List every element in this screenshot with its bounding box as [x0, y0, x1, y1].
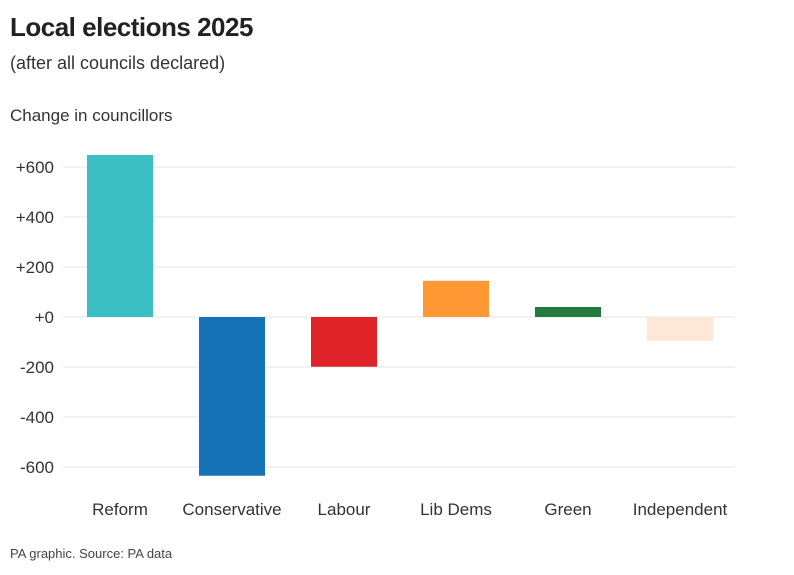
x-tick-label: Conservative: [182, 500, 281, 519]
y-tick-label: +400: [16, 208, 54, 227]
bar-lib-dems: [423, 280, 489, 317]
x-tick-label: Labour: [318, 500, 371, 519]
bar-green: [535, 307, 601, 317]
source-note: PA graphic. Source: PA data: [10, 546, 173, 561]
x-tick-label: Independent: [633, 500, 728, 519]
x-tick-label: Lib Dems: [420, 500, 492, 519]
bar-conservative: [199, 317, 265, 476]
bar-labour: [311, 317, 377, 367]
y-tick-label: -200: [20, 358, 54, 377]
bar-reform: [87, 155, 153, 317]
y-axis-label: Change in councillors: [10, 106, 173, 125]
chart-subtitle: (after all councils declared): [10, 53, 226, 73]
y-tick-label: -600: [20, 458, 54, 477]
y-tick-label: -400: [20, 408, 54, 427]
y-tick-label: +0: [35, 308, 54, 327]
y-tick-label: +200: [16, 258, 54, 277]
x-tick-label: Green: [544, 500, 591, 519]
bar-independent: [647, 317, 713, 341]
x-tick-label: Reform: [92, 500, 148, 519]
y-tick-label: +600: [16, 158, 54, 177]
chart-title: Local elections 2025: [10, 12, 253, 42]
